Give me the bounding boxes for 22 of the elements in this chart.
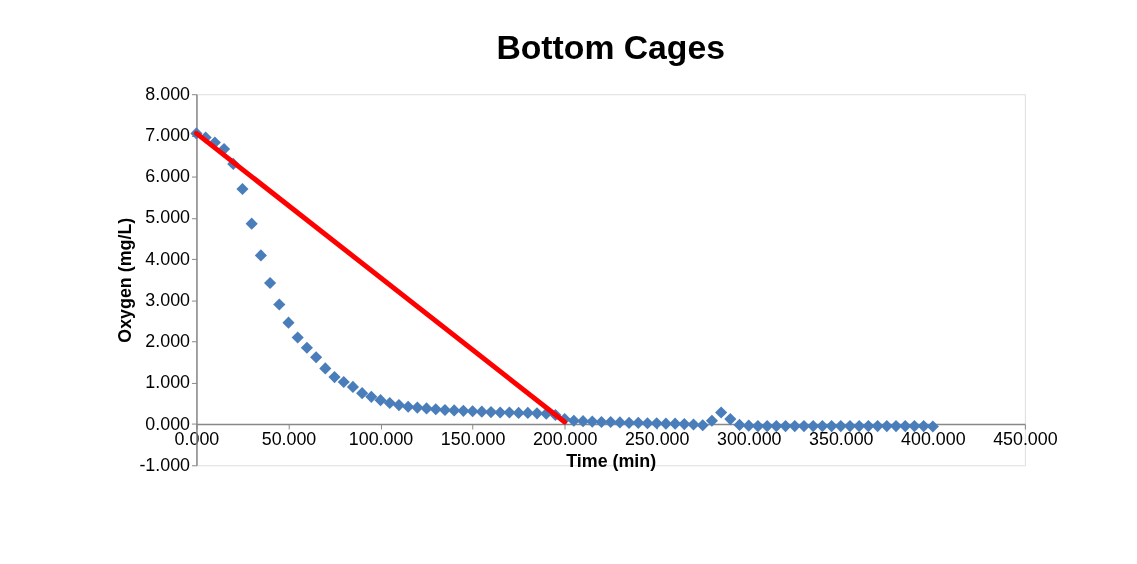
x-tick-label: 300.000	[716, 429, 782, 450]
x-tick-label: 0.000	[174, 429, 220, 450]
x-tick-label: 100.000	[348, 429, 414, 450]
x-tick-label: 400.000	[901, 429, 966, 450]
x-tick-label: 350.000	[809, 429, 874, 450]
x-tick-label: 150.000	[440, 429, 506, 450]
y-tick-label: 7.000	[145, 124, 191, 145]
y-tick-label: 8.000	[145, 83, 191, 104]
chart-title: Bottom Cages	[496, 27, 725, 66]
y-tick-label: 2.000	[145, 331, 191, 352]
y-tick-label: -1.000	[139, 454, 191, 475]
y-tick-label: 4.000	[145, 248, 191, 269]
x-axis-title: Time (min)	[566, 451, 657, 472]
x-tick-label: 450.000	[993, 429, 1058, 450]
y-tick-label: 6.000	[145, 166, 191, 187]
y-tick-label: 1.000	[145, 372, 191, 393]
y-tick-label: 5.000	[145, 207, 191, 228]
x-tick-label: 50.000	[261, 429, 317, 450]
x-tick-label: 250.000	[624, 429, 690, 450]
y-tick-label: 3.000	[145, 289, 191, 310]
y-axis-title: Oxygen (mg/L)	[115, 217, 136, 343]
x-tick-label: 200.000	[532, 429, 598, 450]
